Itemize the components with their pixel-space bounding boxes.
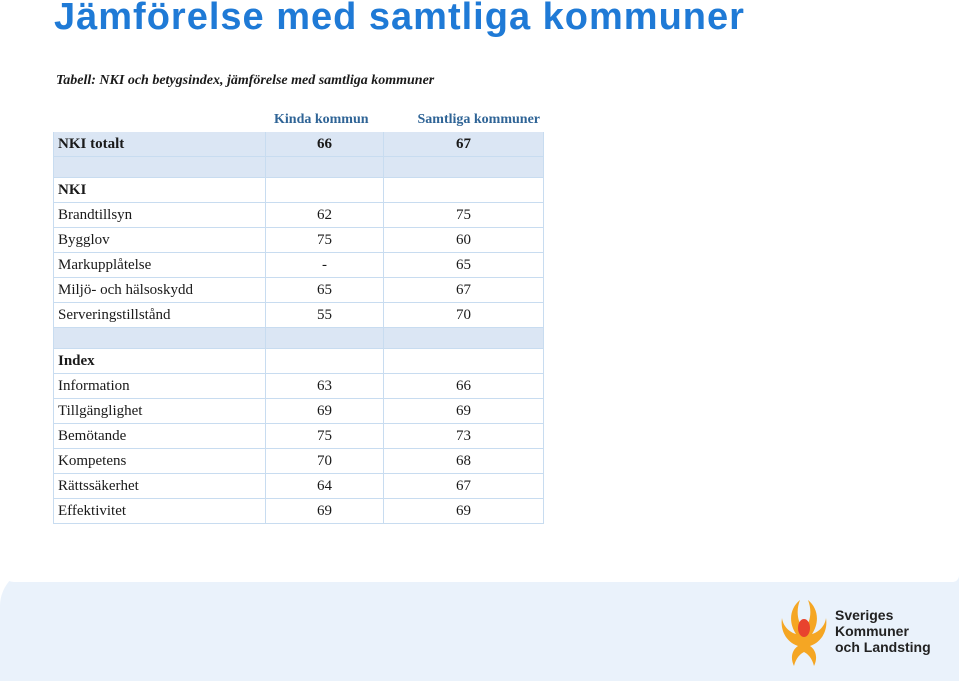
table-row: Brandtillsyn 62 75	[53, 202, 544, 228]
header-kinda: Kinda kommun	[265, 106, 384, 132]
spacer-row	[53, 156, 544, 178]
kinda-value: -	[265, 252, 384, 278]
footer-divider	[0, 568, 959, 582]
table-row: Miljö- och hälsoskydd 65 67	[53, 277, 544, 303]
row-label: Rättssäkerhet	[53, 473, 266, 499]
samtliga-value: 73	[383, 423, 544, 449]
spacer-row	[53, 327, 544, 349]
kinda-value: 64	[265, 473, 384, 499]
section-heading-nki: NKI	[53, 177, 544, 203]
samtliga-value: 68	[383, 448, 544, 474]
table-row: Serveringstillstånd 55 70	[53, 302, 544, 328]
samtliga-value: 65	[383, 252, 544, 278]
kinda-value: 69	[265, 498, 384, 524]
table-row: Effektivitet 69 69	[53, 498, 544, 524]
samtliga-value: 69	[383, 398, 544, 424]
row-label: Brandtillsyn	[53, 202, 266, 228]
row-label: Markupplåtelse	[53, 252, 266, 278]
table-row-nki-totalt: NKI totalt 66 67	[53, 131, 544, 157]
row-label: Miljö- och hälsoskydd	[53, 277, 266, 303]
kinda-value: 65	[265, 277, 384, 303]
samtliga-value: 67	[383, 473, 544, 499]
kinda-value: 63	[265, 373, 384, 399]
samtliga-value: 75	[383, 202, 544, 228]
skl-logo-text: Sveriges Kommuner och Landsting	[835, 607, 931, 655]
header-cell-blank	[53, 106, 266, 132]
table-header-row: Kinda kommun Samtliga kommuner	[53, 106, 544, 132]
row-label: Effektivitet	[53, 498, 266, 524]
kinda-value: 55	[265, 302, 384, 328]
kinda-value: 75	[265, 423, 384, 449]
comparison-table: Kinda kommun Samtliga kommuner NKI total…	[53, 106, 544, 524]
page-title: Jämförelse med samtliga kommuner	[54, 0, 745, 38]
samtliga-value: 70	[383, 302, 544, 328]
row-label: Tillgänglighet	[53, 398, 266, 424]
section-heading-index: Index	[53, 348, 544, 374]
kinda-value: 69	[265, 398, 384, 424]
kinda-value: 70	[265, 448, 384, 474]
samtliga-value: 60	[383, 227, 544, 253]
table-row: Bemötande 75 73	[53, 423, 544, 449]
row-label: Information	[53, 373, 266, 399]
kinda-value: 66	[265, 131, 384, 157]
kinda-value: 75	[265, 227, 384, 253]
table-row: Information 63 66	[53, 373, 544, 399]
header-samtliga: Samtliga kommuner	[383, 106, 544, 132]
skl-emblem-icon	[781, 600, 827, 666]
samtliga-value: 66	[383, 373, 544, 399]
table-caption: Tabell: NKI och betygsindex, jämförelse …	[56, 73, 435, 88]
skl-logo: Sveriges Kommuner och Landsting	[778, 598, 948, 668]
row-label: Bygglov	[53, 227, 266, 253]
table-row: Kompetens 70 68	[53, 448, 544, 474]
row-label: NKI totalt	[53, 131, 266, 157]
samtliga-value: 69	[383, 498, 544, 524]
section-label: NKI	[53, 177, 266, 203]
table-row: Rättssäkerhet 64 67	[53, 473, 544, 499]
kinda-value: 62	[265, 202, 384, 228]
samtliga-value: 67	[383, 277, 544, 303]
table-row: Markupplåtelse - 65	[53, 252, 544, 278]
row-label: Serveringstillstånd	[53, 302, 266, 328]
table-row: Bygglov 75 60	[53, 227, 544, 253]
table-row: Tillgänglighet 69 69	[53, 398, 544, 424]
row-label: Bemötande	[53, 423, 266, 449]
samtliga-value: 67	[383, 131, 544, 157]
section-label: Index	[53, 348, 266, 374]
row-label: Kompetens	[53, 448, 266, 474]
